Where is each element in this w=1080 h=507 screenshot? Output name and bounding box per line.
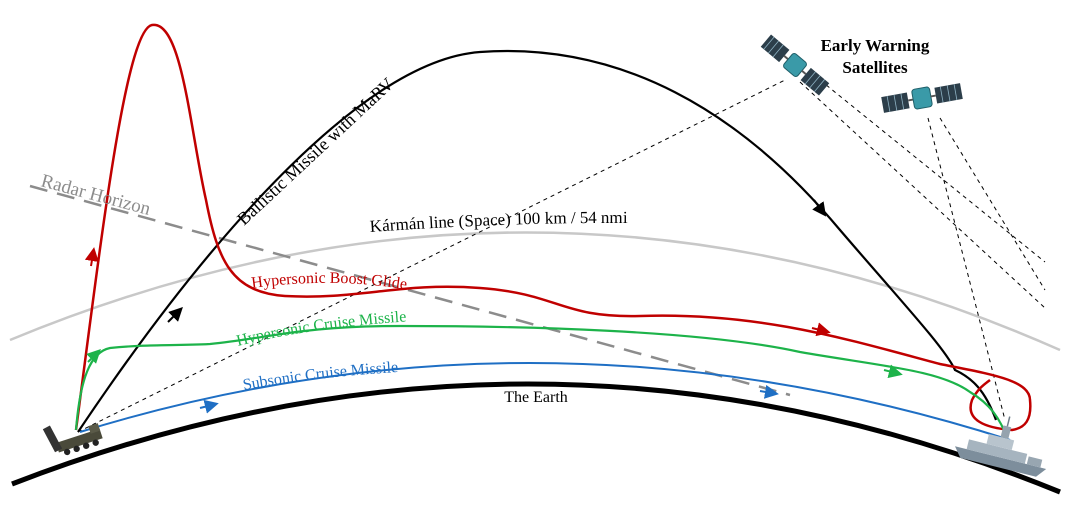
hyper-cruise-trajectory [74, 324, 1010, 441]
satellite-icon [760, 34, 830, 96]
subsonic-label-path: Subsonic Cruise Missile [242, 359, 399, 394]
hyper-cruise-arrow-1 [86, 349, 101, 364]
subsonic-trajectory [79, 361, 1011, 441]
early-warning-label: Early Warning [821, 36, 930, 55]
satellite-sight-lines [77, 79, 1046, 433]
hyper-cruise-label: Hypersonic Cruise Missile [235, 308, 407, 349]
ship-icon [954, 416, 1047, 477]
karman-line [9, 231, 1061, 352]
subsonic-label: Subsonic Cruise Missile [242, 359, 399, 394]
hyper-cruise-label-path: Hypersonic Cruise Missile [235, 308, 407, 349]
ballistic-arrow-1 [167, 307, 183, 323]
satellite-icon [881, 83, 963, 113]
hyper-cruise-arrow-2 [883, 364, 903, 379]
boost-glide-arrow-1 [84, 247, 99, 267]
subsonic-arrow-1 [199, 399, 219, 414]
launcher-vehicle-icon [42, 423, 103, 456]
earth-label: The Earth [504, 389, 568, 406]
satellites-label: Satellites [842, 58, 908, 77]
earth-surface [11, 381, 1061, 495]
subsonic-arrow-2 [759, 384, 779, 399]
ballistic-label: Ballistic Missile with MaRV [233, 74, 397, 229]
radar-horizon-line [29, 184, 791, 397]
boost-glide-arrow-2 [811, 322, 831, 337]
boost-glide-trajectory [74, 23, 1032, 432]
radar-horizon-label: Radar Horizon [39, 171, 153, 220]
ballistic-arrow-2 [812, 199, 827, 217]
boost-glide-label: Hypersonic Boost Glide [250, 270, 408, 294]
boost-glide-label-path: Hypersonic Boost Glide [250, 270, 408, 294]
